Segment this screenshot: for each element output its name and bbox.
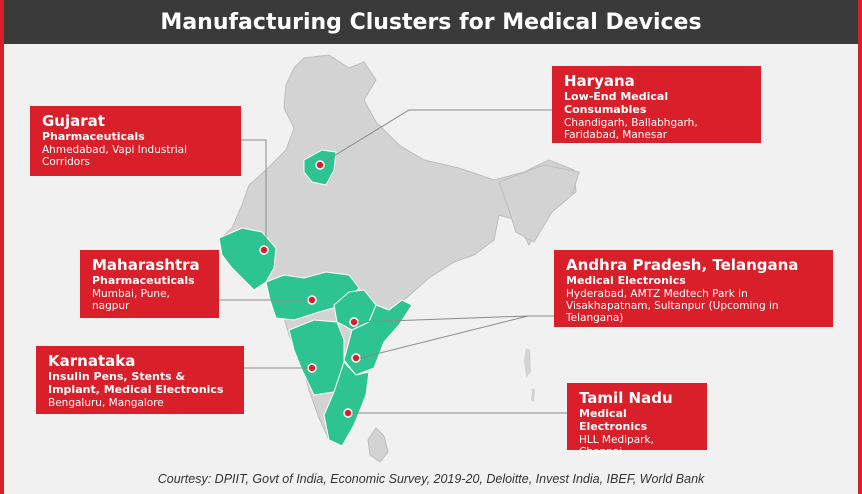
haryana-category: Low-End Medical Consumables: [564, 89, 669, 116]
gujarat-state-label: Gujarat: [42, 112, 105, 130]
haryana-state-label: Haryana: [564, 72, 635, 90]
telangana-marker: [349, 317, 359, 327]
northeast-region: [498, 164, 580, 243]
maharashtra-callout: Maharashtra Pharmaceuticals Mumbai, Pune…: [80, 250, 219, 318]
title-bar: Manufacturing Clusters for Medical Devic…: [4, 0, 858, 44]
gujarat-marker: [259, 245, 269, 255]
maharashtra-locations: Mumbai, Pune, nagpur: [92, 287, 170, 313]
page-title: Manufacturing Clusters for Medical Devic…: [160, 9, 702, 35]
andhra-telangana-locations-line-2: Visakhapatnam, Sultanpur (Upcoming in Te…: [566, 300, 779, 325]
andhra-telangana-state-label: Andhra Pradesh, Telangana: [566, 256, 799, 274]
leader-lines: [219, 109, 567, 414]
karnataka-region: [288, 319, 345, 396]
india-map: [218, 54, 580, 463]
gujarat-locations: Ahmedabad, Vapi Industrial Corridors: [42, 143, 188, 169]
sri-lanka: [367, 427, 389, 463]
tamil-nadu-state-label: Tamil Nadu: [579, 389, 673, 407]
maharashtra-state-label: Maharashtra: [92, 256, 200, 274]
haryana-callout: Haryana Low-End Medical Consumables Chan…: [552, 66, 761, 143]
gujarat-category: Pharmaceuticals: [42, 129, 145, 143]
karnataka-locations: Bengaluru, Mangalore: [48, 396, 164, 409]
karnataka-marker: [307, 363, 317, 373]
karnataka-category: Insulin Pens, Stents & Implant, Medical …: [48, 369, 224, 396]
haryana-locations-line-1: Chandigarh, Ballabhgarh,: [564, 116, 698, 129]
source-credit: Courtesy: DPIIT, Govt of India, Economic…: [157, 472, 705, 486]
tamil-nadu-locations: HLL Medipark, Chennai: [579, 433, 654, 458]
tamil-nadu-region: [323, 361, 370, 447]
tamil-nadu-marker: [343, 408, 353, 418]
karnataka-state-label: Karnataka: [48, 352, 136, 370]
haryana-locations-line-2: Faridabad, Manesar: [564, 129, 668, 141]
maharashtra-marker: [307, 295, 317, 305]
tamil-nadu-category: Medical Electronics: [579, 406, 648, 433]
haryana-marker: [315, 160, 325, 170]
gujarat-callout: Gujarat Pharmaceuticals Ahmedabad, Vapi …: [30, 106, 241, 176]
nicobar-islands: [531, 388, 535, 402]
andhra-telangana-locations-line-1: Hyderabad, AMTZ Medtech Park in: [566, 287, 748, 300]
andhra-pradesh-marker: [351, 353, 361, 363]
andaman-islands: [524, 348, 531, 378]
andhra-telangana-callout: Andhra Pradesh, Telangana Medical Electr…: [554, 250, 833, 327]
andhra-telangana-leader-2: [359, 315, 529, 359]
tamil-nadu-callout: Tamil Nadu Medical Electronics HLL Medip…: [567, 383, 707, 458]
maharashtra-category: Pharmaceuticals: [92, 273, 195, 287]
karnataka-callout: Karnataka Insulin Pens, Stents & Implant…: [36, 346, 244, 414]
haryana-leader: [323, 109, 552, 163]
gujarat-leader: [241, 139, 267, 245]
andhra-telangana-category: Medical Electronics: [566, 273, 686, 287]
